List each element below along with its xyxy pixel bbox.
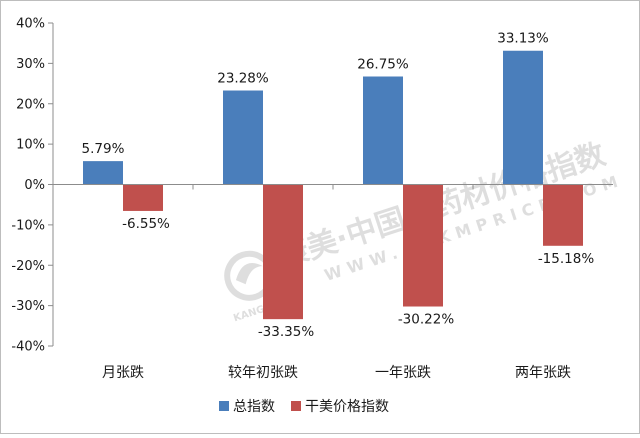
data-label: -15.18% (538, 251, 595, 267)
legend-swatch (291, 401, 301, 411)
y-tick-label: 20% (16, 97, 45, 112)
category-label: 一年张跌 (375, 365, 431, 381)
data-label: 33.13% (497, 31, 549, 47)
data-label: 23.28% (217, 71, 269, 87)
data-label: -6.55% (122, 216, 170, 232)
legend: 总指数 干美价格指数 (219, 399, 389, 415)
y-tick-label: -20% (11, 259, 45, 274)
legend-label: 干美价格指数 (305, 399, 389, 415)
data-label: 5.79% (82, 141, 125, 157)
y-tick-label: 0% (24, 178, 45, 193)
bar-total-index (503, 50, 543, 185)
bar-total-index (83, 161, 123, 185)
category-label: 月张跌 (102, 365, 144, 381)
y-tick-label: 40% (16, 17, 45, 32)
bar-price-index (543, 184, 583, 246)
bar-price-index (123, 184, 163, 211)
y-tick-label: 10% (16, 138, 45, 153)
y-tick-label: -40% (11, 340, 45, 355)
legend-swatch (219, 401, 229, 411)
y-tick-label: 30% (16, 57, 45, 72)
data-labels: 5.79% -6.55% 23.28% -33.35% 26.75% -30.22% 33.… (82, 31, 595, 340)
bar-total-index (223, 90, 263, 185)
category-label: 两年张跌 (515, 365, 571, 381)
category-labels: 月张跌 较年初张跌 一年张跌 两年张跌 (102, 364, 571, 381)
legend-label: 总指数 (233, 399, 275, 415)
data-label: -30.22% (398, 312, 455, 328)
bar-total-index (363, 76, 403, 185)
bar-price-index (263, 184, 303, 320)
y-axis-tick-labels: 40% 30% 20% 10% 0% -10% -20% -30% -40% (11, 17, 45, 355)
category-label: 较年初张跌 (228, 364, 298, 381)
bar-price-index (403, 184, 443, 307)
data-label: 26.75% (357, 56, 409, 72)
data-label: -33.35% (258, 324, 315, 340)
y-tick-label: -10% (11, 218, 45, 233)
y-axis-ticks (48, 22, 474, 347)
y-tick-label: -30% (11, 299, 45, 314)
bars (83, 50, 583, 320)
